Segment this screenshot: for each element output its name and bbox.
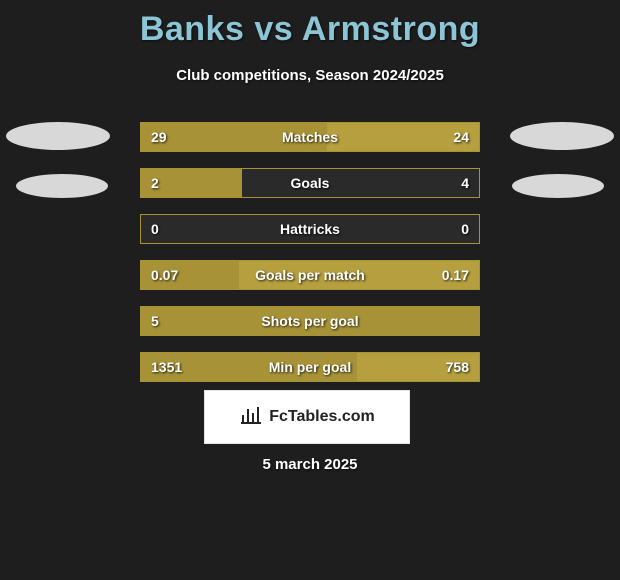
avatar-placeholder-right-2 bbox=[512, 174, 604, 198]
title-player2: Armstrong bbox=[302, 10, 480, 48]
subtitle: Club competitions, Season 2024/2025 bbox=[0, 67, 620, 84]
stat-label: Shots per goal bbox=[141, 307, 479, 335]
stat-label: Goals bbox=[141, 169, 479, 197]
stat-value-left: 1351 bbox=[151, 353, 182, 381]
stat-row: Min per goal1351 758 bbox=[140, 352, 480, 382]
stat-value-right: 4 bbox=[461, 169, 469, 197]
stat-label: Min per goal bbox=[141, 353, 479, 381]
stat-value-right: 0 bbox=[461, 215, 469, 243]
stat-row: Matches29 24 bbox=[140, 122, 480, 152]
avatar-placeholder-left-1 bbox=[6, 122, 110, 150]
stat-value-left: 0 bbox=[151, 215, 159, 243]
title-player1: Banks bbox=[140, 10, 245, 48]
stat-row: Goals per match0.07 0.17 bbox=[140, 260, 480, 290]
stat-row: Hattricks0 0 bbox=[140, 214, 480, 244]
stat-value-left: 5 bbox=[151, 307, 159, 335]
avatar-placeholder-right-1 bbox=[510, 122, 614, 150]
bar-chart-icon bbox=[239, 403, 263, 432]
stat-label: Matches bbox=[141, 123, 479, 151]
logo-text: FcTables.com bbox=[269, 408, 375, 426]
stat-value-left: 2 bbox=[151, 169, 159, 197]
stat-label: Goals per match bbox=[141, 261, 479, 289]
stat-value-right: 758 bbox=[446, 353, 469, 381]
stats-container: Matches2924Goals24Hattricks00Goals per m… bbox=[140, 122, 480, 398]
stat-row: Goals2 4 bbox=[140, 168, 480, 198]
stat-value-right: 24 bbox=[453, 123, 469, 151]
page-title: Banks vs Armstrong bbox=[0, 0, 620, 49]
title-vs: vs bbox=[254, 10, 293, 48]
date-label: 5 march 2025 bbox=[0, 456, 620, 473]
site-logo[interactable]: FcTables.com bbox=[204, 390, 410, 444]
stat-row: Shots per goal5 bbox=[140, 306, 480, 336]
stat-value-left: 29 bbox=[151, 123, 167, 151]
stat-value-right: 0.17 bbox=[442, 261, 469, 289]
avatar-placeholder-left-2 bbox=[16, 174, 108, 198]
stat-value-left: 0.07 bbox=[151, 261, 178, 289]
stat-label: Hattricks bbox=[141, 215, 479, 243]
